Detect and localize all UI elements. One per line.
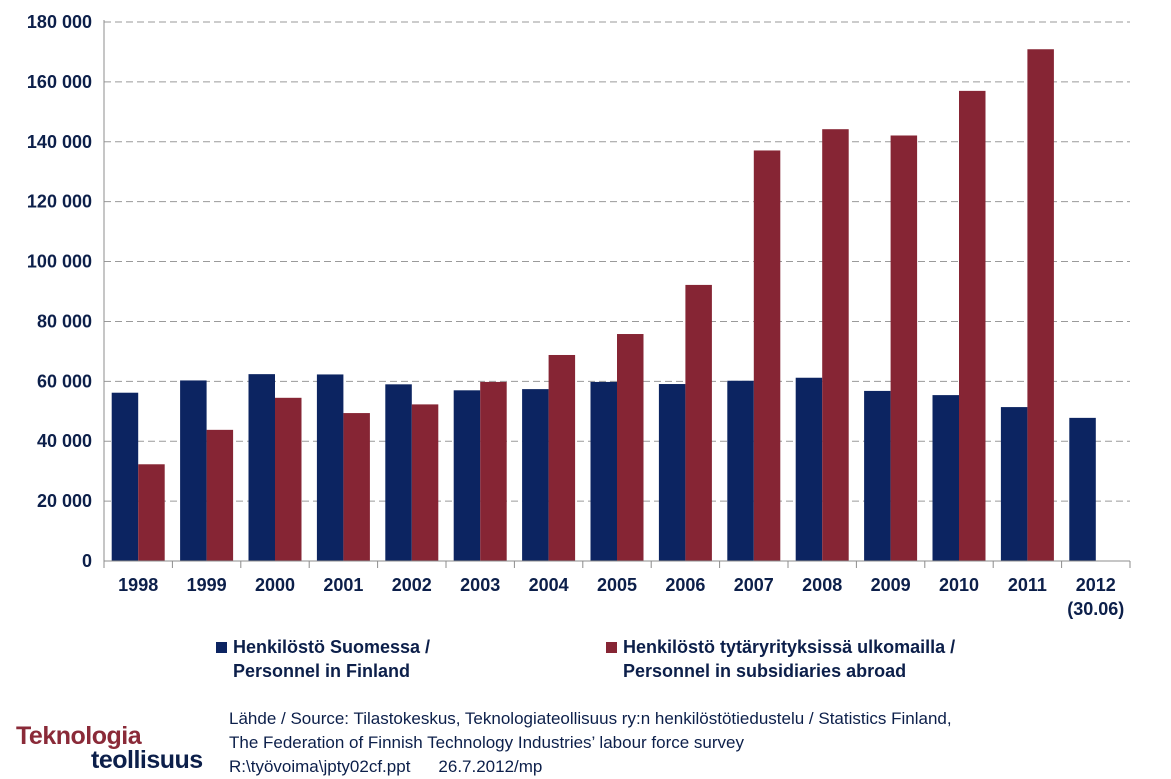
legend-label-finland-line1: Henkilöstö Suomessa / — [233, 637, 431, 657]
x-axis-tick-labels: 1998 1999 2000 2001 2002 2003 2004 2005 2006 2007… — [118, 575, 1124, 619]
source-date: 26.7.2012/mp — [438, 757, 543, 776]
legend-swatch-abroad — [606, 642, 617, 653]
bar-personnel-finland — [453, 390, 481, 561]
x-tick-label: 2011 — [1008, 575, 1047, 595]
bar-personnel-finland — [111, 392, 139, 561]
bar-personnel-abroad — [343, 413, 370, 561]
bar-personnel-finland — [522, 389, 549, 561]
bar-personnel-finland — [1069, 417, 1096, 561]
logo-line2: teollisuus — [91, 746, 203, 774]
bar-personnel-abroad — [548, 354, 576, 561]
source-line1: Lähde / Source: Tilastokeskus, Teknologi… — [229, 709, 952, 728]
x-tick-label: 2010 — [939, 575, 979, 595]
legend-label-abroad-line1: Henkilöstö tytäryrityksissä ulkomailla / — [623, 637, 956, 657]
y-tick-label: 140 000 — [27, 132, 92, 152]
x-tick-label: 2007 — [734, 575, 774, 595]
bar-personnel-finland — [727, 380, 754, 561]
y-axis-tick-labels: 0 20 000 40 000 60 000 80 000 100 000 120 000 1… — [27, 12, 92, 571]
y-tick-label: 0 — [82, 551, 92, 571]
y-tick-label: 180 000 — [27, 12, 92, 32]
bar-personnel-finland — [590, 381, 617, 561]
y-tick-label: 20 000 — [37, 491, 92, 511]
bar-personnel-abroad — [275, 397, 302, 561]
legend-label-abroad-line2: Personnel in subsidiaries abroad — [623, 661, 907, 681]
bar-personnel-finland — [316, 374, 344, 561]
y-tick-label: 60 000 — [37, 371, 92, 391]
bar-personnel-abroad — [959, 90, 986, 561]
x-tick-label: 2009 — [871, 575, 911, 595]
y-tick-label: 40 000 — [37, 431, 92, 451]
x-tick-label: 2005 — [597, 575, 637, 595]
bar-personnel-finland — [795, 377, 823, 561]
x-tick-label: 2006 — [665, 575, 705, 595]
x-tick-label: 2001 — [323, 575, 363, 595]
logo-line1: Teknologia — [16, 722, 142, 750]
bar-personnel-abroad — [822, 129, 849, 561]
bar-personnel-finland — [180, 380, 207, 561]
source-file: R:\työvoima\jpty02cf.ppt — [229, 757, 411, 776]
bar-personnel-abroad — [617, 334, 644, 561]
bar-personnel-abroad — [685, 284, 712, 561]
bars — [111, 49, 1096, 561]
x-tick-label: 1998 — [118, 575, 158, 595]
y-tick-label: 100 000 — [27, 252, 92, 272]
source-note: Lähde / Source: Tilastokeskus, Teknologi… — [229, 707, 952, 779]
legend-item-abroad: Henkilöstö tytäryrityksissä ulkomailla /… — [606, 635, 955, 683]
legend-item-finland: Henkilöstö Suomessa / Personnel in Finla… — [216, 635, 430, 683]
bar-personnel-finland — [932, 395, 959, 561]
bar-personnel-abroad — [206, 429, 234, 561]
x-tick-label: 2004 — [529, 575, 569, 595]
bar-chart: 0 20 000 40 000 60 000 80 000 100 000 120 000 1… — [27, 12, 1131, 619]
bar-personnel-finland — [1000, 407, 1028, 561]
x-tick-label-sub: (30.06) — [1067, 599, 1124, 619]
source-line2: The Federation of Finnish Technology Ind… — [229, 733, 744, 752]
x-tick-label: 2000 — [255, 575, 295, 595]
x-tick-label: 1999 — [187, 575, 227, 595]
bar-personnel-abroad — [1027, 49, 1054, 561]
bar-personnel-abroad — [411, 404, 439, 561]
y-tick-label: 120 000 — [27, 192, 92, 212]
axes — [103, 20, 1131, 568]
bar-personnel-finland — [658, 384, 686, 561]
y-tick-label: 160 000 — [27, 72, 92, 92]
bar-personnel-abroad — [890, 135, 918, 561]
x-tick-label: 2003 — [460, 575, 500, 595]
bar-personnel-abroad — [138, 464, 165, 561]
y-tick-label: 80 000 — [37, 311, 92, 331]
x-tick-label: 2008 — [802, 575, 842, 595]
bar-personnel-finland — [248, 374, 275, 561]
x-tick-label: 2012 — [1076, 575, 1116, 595]
teknologiateollisuus-logo: Teknologia teollisuus — [16, 722, 203, 774]
legend-swatch-finland — [216, 642, 227, 653]
bar-personnel-finland — [864, 390, 891, 561]
bar-personnel-abroad — [480, 381, 507, 561]
bar-personnel-abroad — [753, 150, 781, 561]
legend-label-finland-line2: Personnel in Finland — [233, 661, 411, 681]
x-tick-label: 2002 — [392, 575, 432, 595]
bar-personnel-finland — [385, 384, 412, 561]
